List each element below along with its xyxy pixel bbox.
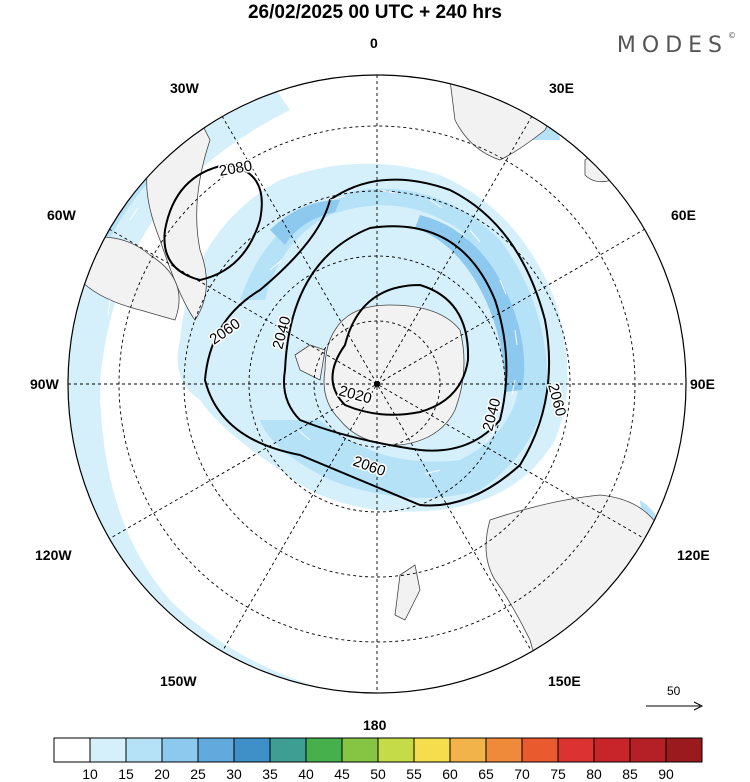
legend-label: 10 bbox=[82, 766, 98, 782]
legend-swatch bbox=[125, 737, 163, 763]
geopotential-contours bbox=[163, 163, 551, 507]
lon-label-30e: 30E bbox=[549, 80, 574, 96]
map-boundary bbox=[67, 74, 687, 694]
lon-label-60e: 60E bbox=[671, 207, 696, 223]
lon-label-180: 180 bbox=[363, 717, 387, 733]
lon-label-30w: 30W bbox=[170, 80, 199, 96]
contour-2040 bbox=[283, 225, 508, 452]
vector-scale-arrow bbox=[646, 701, 704, 711]
lon-label-120w: 120W bbox=[35, 547, 72, 563]
legend-swatch bbox=[593, 737, 631, 763]
brand-text: MODES bbox=[616, 33, 728, 58]
legend-swatch bbox=[89, 737, 127, 763]
legend-swatch bbox=[629, 737, 667, 763]
legend-label: 90 bbox=[658, 766, 674, 782]
lon-label-150w: 150W bbox=[160, 673, 197, 689]
legend-label: 60 bbox=[442, 766, 458, 782]
legend-label: 80 bbox=[586, 766, 602, 782]
legend-swatch bbox=[305, 737, 343, 763]
legend-swatch bbox=[53, 737, 91, 763]
legend-label: 25 bbox=[190, 766, 206, 782]
wind-vectors bbox=[99, 189, 518, 665]
legend-swatch bbox=[665, 737, 703, 763]
legend-label: 15 bbox=[118, 766, 134, 782]
legend-swatch bbox=[413, 737, 451, 763]
lon-label-0: 0 bbox=[370, 35, 378, 51]
legend-label: 40 bbox=[298, 766, 314, 782]
lon-label-90e: 90E bbox=[690, 376, 715, 392]
legend-swatch bbox=[521, 737, 559, 763]
brand-logo: MODES© bbox=[616, 31, 736, 58]
vector-scale-label: 50 bbox=[667, 684, 681, 698]
legend-label: 20 bbox=[154, 766, 170, 782]
legend-swatch bbox=[269, 737, 307, 763]
lon-label-120e: 120E bbox=[677, 547, 710, 563]
contour-2060 bbox=[203, 178, 551, 507]
contour-2020 bbox=[331, 283, 470, 416]
legend-swatch bbox=[161, 737, 199, 763]
legend-label: 75 bbox=[550, 766, 566, 782]
legend-label: 50 bbox=[370, 766, 386, 782]
legend-swatch bbox=[377, 737, 415, 763]
legend-label: 55 bbox=[406, 766, 422, 782]
legend-swatch bbox=[197, 737, 235, 763]
lon-label-90w: 90W bbox=[30, 376, 59, 392]
lon-label-60w: 60W bbox=[47, 207, 76, 223]
legend-swatch bbox=[485, 737, 523, 763]
brand-copyright-mark: © bbox=[728, 31, 736, 40]
legend-swatch bbox=[233, 737, 271, 763]
legend-swatch bbox=[449, 737, 487, 763]
legend-label: 30 bbox=[226, 766, 242, 782]
contour-2080 bbox=[163, 163, 263, 282]
legend-label: 45 bbox=[334, 766, 350, 782]
color-legend bbox=[53, 737, 703, 763]
legend-label: 85 bbox=[622, 766, 638, 782]
lon-label-150e: 150E bbox=[548, 673, 581, 689]
pole-marker bbox=[374, 381, 380, 387]
legend-label: 65 bbox=[478, 766, 494, 782]
legend-label: 70 bbox=[514, 766, 530, 782]
legend-label: 35 bbox=[262, 766, 278, 782]
legend-swatch bbox=[557, 737, 595, 763]
map-title: 26/02/2025 00 UTC + 240 hrs bbox=[247, 2, 503, 23]
legend-swatch bbox=[341, 737, 379, 763]
